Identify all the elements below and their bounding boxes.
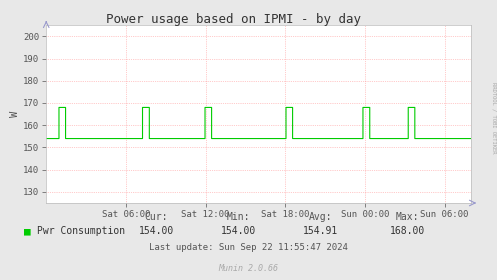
- Y-axis label: W: W: [10, 111, 20, 117]
- Text: Power usage based on IPMI - by day: Power usage based on IPMI - by day: [106, 13, 361, 25]
- Text: RRDTOOL / TOBI OETIKER: RRDTOOL / TOBI OETIKER: [491, 82, 496, 153]
- Text: ■: ■: [24, 226, 31, 236]
- Text: 154.00: 154.00: [221, 226, 256, 236]
- Text: Avg:: Avg:: [309, 212, 332, 222]
- Text: Cur:: Cur:: [145, 212, 168, 222]
- Text: Min:: Min:: [227, 212, 250, 222]
- Text: 154.00: 154.00: [139, 226, 174, 236]
- Text: Munin 2.0.66: Munin 2.0.66: [219, 264, 278, 273]
- Text: Pwr Consumption: Pwr Consumption: [37, 226, 125, 236]
- Text: Max:: Max:: [396, 212, 419, 222]
- Text: 168.00: 168.00: [390, 226, 425, 236]
- Text: Last update: Sun Sep 22 11:55:47 2024: Last update: Sun Sep 22 11:55:47 2024: [149, 243, 348, 252]
- Text: 154.91: 154.91: [303, 226, 338, 236]
